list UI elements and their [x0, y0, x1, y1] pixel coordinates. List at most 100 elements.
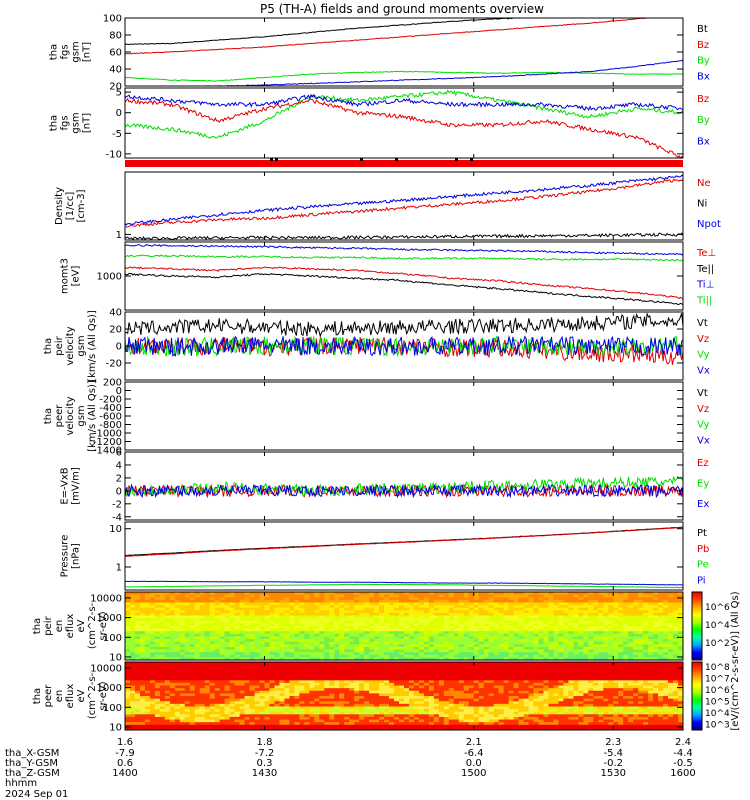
spectrogram-cell [448, 701, 455, 705]
spectrogram-cell [154, 664, 161, 668]
spectrogram-cell [289, 701, 295, 705]
spectrogram-cell [139, 724, 146, 728]
spectrogram-cell [533, 602, 539, 606]
spectrogram-cell [563, 649, 569, 653]
spectrogram-cell [523, 610, 529, 614]
spectrogram-cell [463, 657, 470, 661]
spectrogram-cell [428, 669, 435, 673]
spectrogram-cell [219, 644, 226, 648]
spectrogram-cell [448, 706, 455, 710]
spectrogram-cell [628, 597, 634, 601]
spectrogram-cell [194, 646, 201, 650]
spectrogram-cell [503, 628, 510, 632]
spectrogram-cell [488, 626, 495, 630]
spectrogram-cell [279, 605, 285, 609]
spectrogram-cell [384, 711, 390, 715]
spectrogram-cell [164, 706, 171, 710]
spectrogram-cell [438, 649, 445, 653]
spectrogram-cell [558, 620, 564, 624]
spectrogram-cell [483, 641, 490, 645]
y-tick-label: 1 [116, 230, 122, 241]
spectrogram-cell [548, 657, 554, 661]
spectrogram-cell [364, 649, 370, 653]
spectrogram-cell [389, 706, 395, 710]
spectrogram-cell [264, 685, 270, 689]
spectrogram-cell [164, 646, 171, 650]
spectrogram-cell [463, 669, 470, 673]
spectrogram-cell [274, 626, 280, 630]
spectrogram-cell [199, 599, 206, 603]
spectrogram-cell [329, 690, 335, 694]
spectrogram-cell [334, 688, 340, 692]
spectrogram-cell [339, 690, 345, 694]
spectrogram-cell [134, 701, 141, 705]
spectrogram-cell [344, 618, 350, 622]
spectrogram-cell [125, 599, 131, 603]
spectrogram-cell [239, 685, 245, 689]
spectrogram-cell [438, 652, 445, 656]
spectrogram-cell [573, 631, 579, 635]
spectrogram-cell [448, 599, 455, 603]
spectrogram-cell [314, 610, 320, 614]
spectrogram-cell [234, 639, 240, 643]
spectrogram-cell [174, 631, 181, 635]
spectrogram-cell [309, 597, 315, 601]
spectrogram-cell [364, 612, 370, 616]
spectrogram-cell [314, 719, 320, 723]
spectrogram-cell [369, 724, 375, 728]
spectrogram-cell [573, 636, 579, 640]
spectrogram-cell [304, 664, 310, 668]
spectrogram-cell [259, 654, 265, 658]
spectrogram-cell [498, 599, 505, 603]
spectrogram-cell [299, 722, 305, 726]
spectrogram-cell [628, 649, 634, 653]
spectrogram-cell [269, 646, 275, 650]
spectrogram-cell [129, 620, 136, 624]
spectrogram-cell [189, 727, 196, 731]
spectrogram-cell [314, 664, 320, 668]
spectrogram-cell [493, 626, 500, 630]
spectrogram-cell [394, 722, 400, 726]
spectrogram-cell [543, 646, 549, 650]
spectrogram-cell [234, 693, 240, 697]
spectrogram-cell [483, 610, 490, 614]
spectrogram-cell [359, 709, 365, 713]
spectrogram-cell [503, 636, 510, 640]
spectrogram-cell [379, 654, 385, 658]
spectrogram-cell [453, 657, 460, 661]
spectrogram-cell [413, 626, 420, 630]
spectrogram-cell [364, 607, 370, 611]
spectrogram-cell [259, 696, 265, 700]
spectrogram-cell [269, 612, 275, 616]
spectrogram-cell [269, 682, 275, 686]
spectrogram-cell [174, 667, 181, 671]
spectrogram-cell [189, 706, 196, 710]
spectrogram-cell [513, 605, 519, 609]
y-axis-label: tha [32, 618, 43, 634]
spectrogram-cell [314, 701, 320, 705]
spectrogram-cell [314, 623, 320, 627]
spectrogram-cell [144, 618, 151, 622]
spectrogram-cell [618, 623, 624, 627]
spectrogram-cell [408, 607, 415, 611]
spectrogram-cell [443, 685, 450, 689]
spectrogram-cell [169, 652, 176, 656]
spectrogram-cell [423, 727, 430, 731]
spectrogram-cell [184, 592, 191, 596]
spectrogram-cell [249, 610, 255, 614]
spectrogram-cell [234, 602, 240, 606]
spectrogram-cell [443, 657, 450, 661]
spectrogram-cell [493, 599, 500, 603]
spectrogram-cell [339, 669, 345, 673]
spectrogram-cell [284, 623, 290, 627]
spectrogram-cell [199, 597, 206, 601]
spectrogram-cell [618, 612, 624, 616]
spectrogram-cell [209, 636, 216, 640]
spectrogram-cell [249, 711, 255, 715]
spectrogram-cell [239, 724, 245, 728]
spectrogram-cell [413, 620, 420, 624]
spectrogram-cell [214, 633, 221, 637]
spectrogram-cell [528, 641, 534, 645]
spectrogram-cell [578, 654, 584, 658]
spectrogram-cell [413, 698, 420, 702]
